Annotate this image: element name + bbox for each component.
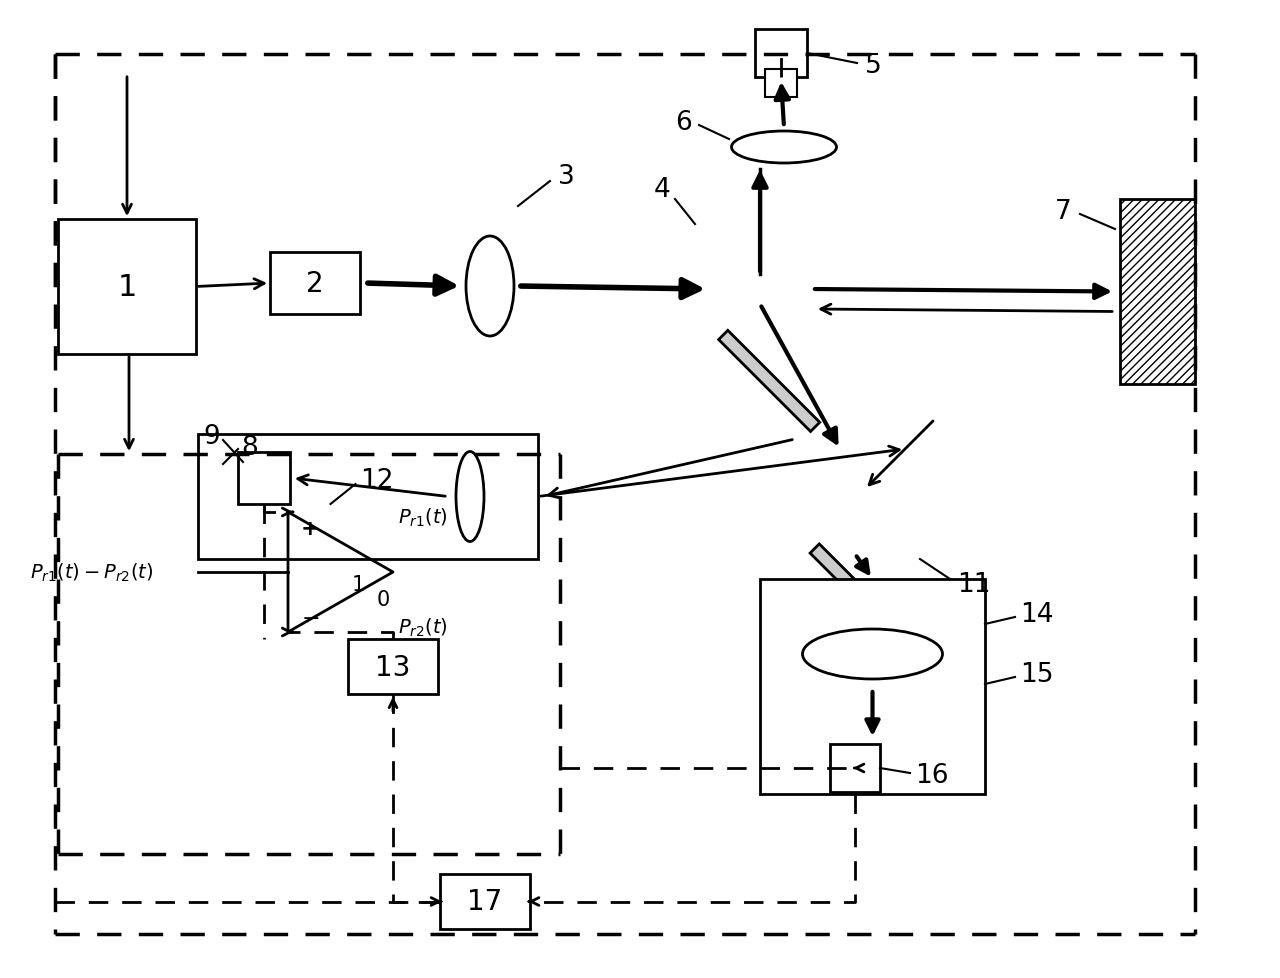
Text: 1: 1 bbox=[118, 273, 137, 301]
Bar bbox=[718, 331, 819, 432]
Text: 1: 1 bbox=[352, 574, 365, 595]
Bar bbox=[765, 70, 797, 98]
Bar bbox=[270, 252, 360, 315]
Text: 6: 6 bbox=[676, 110, 692, 136]
Ellipse shape bbox=[803, 630, 942, 680]
Text: 12: 12 bbox=[361, 467, 394, 494]
Text: +: + bbox=[301, 518, 319, 539]
Bar bbox=[348, 640, 438, 694]
Bar bbox=[440, 874, 530, 929]
Bar bbox=[755, 30, 806, 78]
Ellipse shape bbox=[466, 237, 515, 336]
Text: 16: 16 bbox=[915, 762, 948, 788]
Bar bbox=[760, 579, 986, 794]
Text: 5: 5 bbox=[865, 53, 882, 79]
Text: 8: 8 bbox=[241, 434, 257, 461]
Text: $P_{r1}(t)$: $P_{r1}(t)$ bbox=[398, 507, 448, 529]
Text: 3: 3 bbox=[558, 164, 575, 190]
Text: 4: 4 bbox=[653, 177, 669, 202]
Text: 14: 14 bbox=[1020, 601, 1053, 627]
Text: 9: 9 bbox=[204, 423, 220, 450]
Bar bbox=[238, 453, 291, 505]
Text: $P_{r1}(t)-P_{r2}(t)$: $P_{r1}(t)-P_{r2}(t)$ bbox=[29, 561, 154, 584]
Ellipse shape bbox=[731, 132, 837, 164]
Bar bbox=[58, 220, 196, 355]
Text: 17: 17 bbox=[467, 888, 503, 915]
Text: 7: 7 bbox=[1055, 199, 1073, 225]
Text: 2: 2 bbox=[306, 270, 324, 297]
Bar bbox=[1120, 200, 1196, 384]
Bar bbox=[198, 434, 538, 559]
Ellipse shape bbox=[456, 452, 484, 542]
Text: $P_{r2}(t)$: $P_{r2}(t)$ bbox=[398, 616, 448, 639]
Bar bbox=[829, 744, 881, 792]
Text: 13: 13 bbox=[375, 653, 411, 681]
Text: $-$: $-$ bbox=[301, 606, 319, 626]
Bar bbox=[810, 545, 918, 652]
Text: 11: 11 bbox=[957, 571, 991, 598]
Text: 15: 15 bbox=[1020, 661, 1053, 688]
Text: 0: 0 bbox=[376, 590, 389, 609]
